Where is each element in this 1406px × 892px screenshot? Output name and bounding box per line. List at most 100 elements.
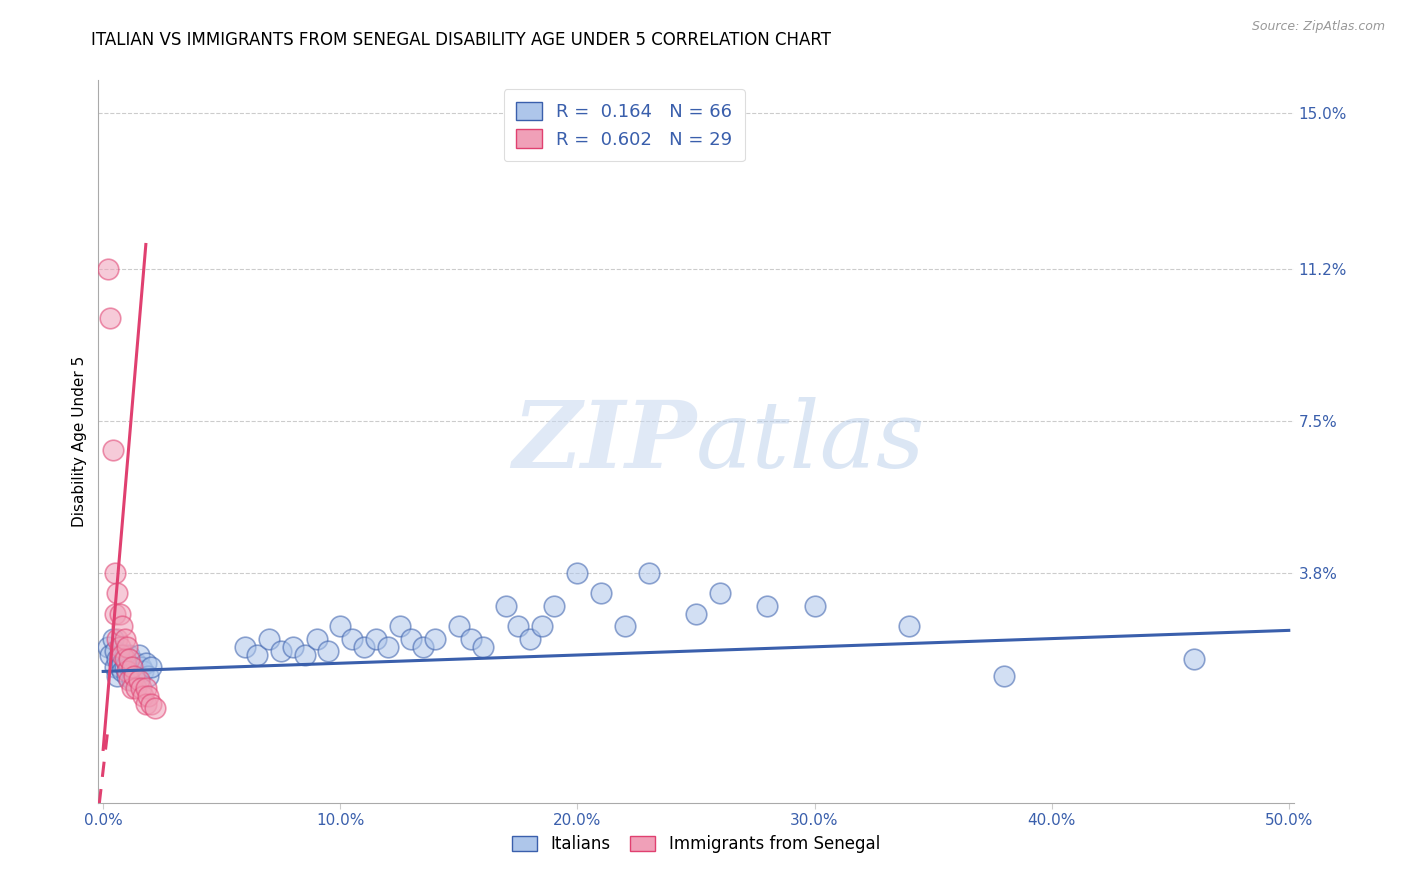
Point	[115, 640, 138, 654]
Point	[803, 599, 825, 613]
Point	[122, 660, 145, 674]
Point	[530, 619, 553, 633]
Point	[114, 652, 136, 666]
Point	[305, 632, 328, 646]
Point	[543, 599, 565, 613]
Point	[114, 648, 136, 662]
Point	[591, 586, 613, 600]
Point	[108, 640, 131, 654]
Point	[122, 668, 145, 682]
Point	[128, 673, 150, 687]
Point	[105, 652, 128, 666]
Point	[132, 689, 155, 703]
Text: atlas: atlas	[696, 397, 925, 486]
Point	[118, 652, 141, 666]
Point	[104, 607, 127, 621]
Point	[281, 640, 304, 654]
Point	[412, 640, 434, 654]
Point	[898, 619, 921, 633]
Point	[121, 665, 143, 679]
Point	[613, 619, 636, 633]
Point	[115, 665, 138, 679]
Legend: Italians, Immigrants from Senegal: Italians, Immigrants from Senegal	[505, 828, 887, 860]
Point	[235, 640, 257, 654]
Point	[135, 698, 157, 712]
Point	[121, 660, 143, 674]
Point	[121, 681, 143, 695]
Point	[709, 586, 731, 600]
Point	[132, 665, 155, 679]
Point	[101, 632, 124, 646]
Point	[104, 566, 127, 580]
Point	[423, 632, 446, 646]
Point	[115, 668, 138, 682]
Point	[111, 665, 134, 679]
Point	[111, 619, 134, 633]
Y-axis label: Disability Age Under 5: Disability Age Under 5	[72, 356, 87, 527]
Point	[97, 640, 120, 654]
Point	[270, 644, 292, 658]
Point	[104, 660, 127, 674]
Point	[118, 673, 141, 687]
Point	[353, 640, 375, 654]
Point	[377, 640, 399, 654]
Point	[136, 689, 159, 703]
Point	[447, 619, 470, 633]
Point	[329, 619, 352, 633]
Point	[508, 619, 530, 633]
Point	[98, 648, 121, 662]
Point	[125, 681, 148, 695]
Point	[118, 648, 141, 662]
Point	[135, 657, 157, 671]
Point	[118, 660, 141, 674]
Point	[122, 668, 145, 682]
Point	[105, 586, 128, 600]
Point	[121, 673, 143, 687]
Point	[114, 632, 136, 646]
Point	[128, 648, 150, 662]
Point	[125, 668, 148, 682]
Text: Source: ZipAtlas.com: Source: ZipAtlas.com	[1251, 20, 1385, 33]
Point	[136, 668, 159, 682]
Point	[139, 698, 162, 712]
Point	[108, 660, 131, 674]
Point	[143, 701, 166, 715]
Point	[519, 632, 541, 646]
Point	[495, 599, 517, 613]
Point	[115, 657, 138, 671]
Point	[111, 648, 134, 662]
Point	[364, 632, 387, 646]
Point	[318, 644, 340, 658]
Point	[101, 442, 124, 457]
Point	[139, 660, 162, 674]
Point	[257, 632, 280, 646]
Point	[401, 632, 423, 646]
Point	[98, 311, 121, 326]
Point	[993, 668, 1015, 682]
Point	[128, 673, 150, 687]
Point	[114, 660, 136, 674]
Point	[129, 660, 152, 674]
Point	[108, 648, 131, 662]
Point	[105, 632, 128, 646]
Point	[135, 681, 157, 695]
Point	[388, 619, 411, 633]
Point	[340, 632, 363, 646]
Point	[129, 681, 152, 695]
Point	[294, 648, 316, 662]
Point	[104, 644, 127, 658]
Point	[756, 599, 779, 613]
Point	[125, 657, 148, 671]
Point	[1182, 652, 1205, 666]
Point	[97, 262, 120, 277]
Point	[460, 632, 482, 646]
Point	[471, 640, 494, 654]
Point	[246, 648, 269, 662]
Point	[637, 566, 659, 580]
Text: ZIP: ZIP	[512, 397, 696, 486]
Text: ITALIAN VS IMMIGRANTS FROM SENEGAL DISABILITY AGE UNDER 5 CORRELATION CHART: ITALIAN VS IMMIGRANTS FROM SENEGAL DISAB…	[91, 31, 831, 49]
Point	[111, 657, 134, 671]
Point	[685, 607, 707, 621]
Point	[567, 566, 589, 580]
Point	[108, 607, 131, 621]
